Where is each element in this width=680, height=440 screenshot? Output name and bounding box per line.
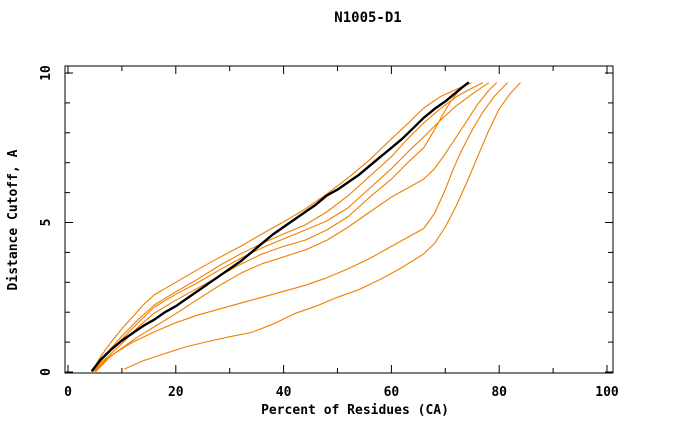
- curve-model-5: [95, 82, 498, 372]
- x-tick-label-20: 20: [168, 385, 184, 400]
- x-tick-label-80: 80: [491, 385, 507, 400]
- x-tick-label-40: 40: [276, 385, 292, 400]
- curve-model-1: [92, 82, 472, 372]
- x-tick-label-0: 0: [64, 385, 72, 400]
- plot-frame: [64, 65, 614, 374]
- axis-ticks: [65, 66, 613, 373]
- axis-tick-labels: 0 20 40 60 80 100 0 5 10: [39, 65, 619, 400]
- x-axis-label: Percent of Residues (CA): [261, 403, 449, 418]
- curve-series: [91, 81, 521, 372]
- plot-border: [64, 65, 614, 374]
- y-tick-label-0: 0: [39, 368, 54, 376]
- curve-model-6: [95, 82, 508, 372]
- y-tick-label-10: 10: [39, 65, 54, 81]
- plot-title: N1005-D1: [334, 10, 401, 26]
- curve-model-7: [124, 82, 521, 370]
- curve-reference-model: [91, 81, 470, 372]
- curve-model-3: [93, 82, 489, 372]
- curve-model-4: [94, 82, 469, 372]
- curve-model-2: [93, 82, 484, 372]
- y-axis-label: Distance Cutoff, A: [6, 149, 21, 290]
- x-tick-label-60: 60: [384, 385, 400, 400]
- y-tick-label-5: 5: [39, 219, 54, 227]
- x-tick-label-100: 100: [595, 385, 619, 400]
